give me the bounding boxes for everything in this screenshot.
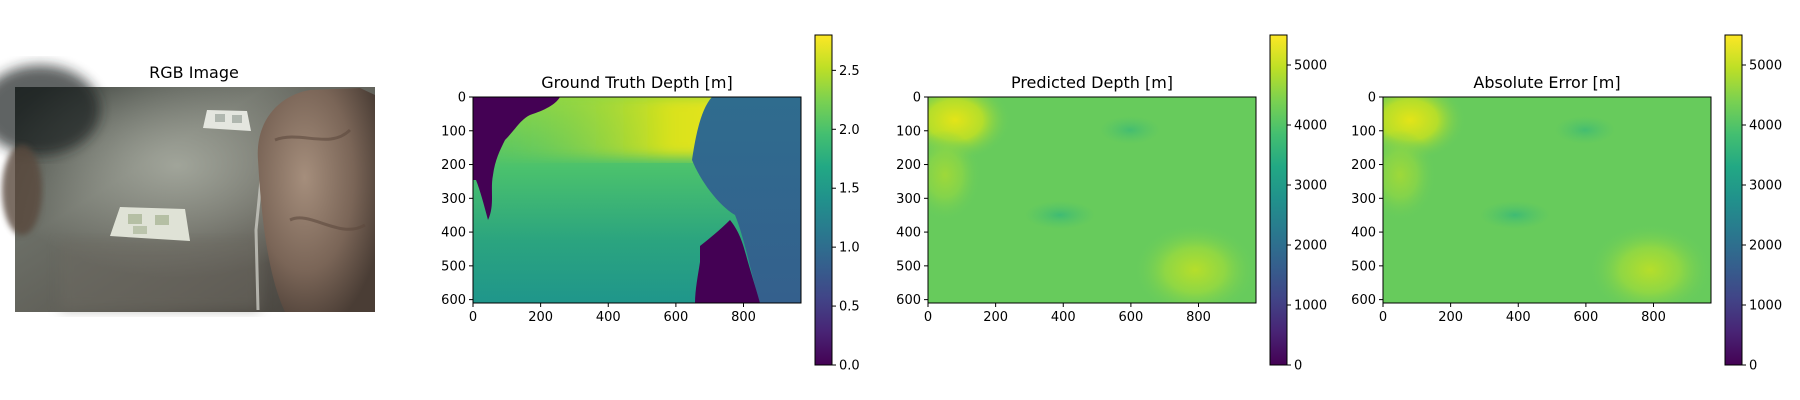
gt-heatmap bbox=[473, 97, 801, 303]
colorbar-tick-label: 4000 bbox=[1294, 119, 1327, 134]
x-tick-label: 800 bbox=[731, 310, 756, 325]
y-tick-label: 200 bbox=[896, 158, 921, 173]
colorbar-tick-label: 0.5 bbox=[839, 300, 860, 315]
colorbar-tick-label: 2000 bbox=[1749, 239, 1782, 254]
err-heatmap bbox=[1383, 97, 1711, 303]
colorbar-tick-label: 0.0 bbox=[839, 359, 860, 374]
colorbar-tick-label: 2.0 bbox=[839, 123, 860, 138]
rgb-title: RGB Image bbox=[149, 63, 239, 82]
pred-panel: Predicted Depth [m] 0 200 400 600 800 0 100 20… bbox=[896, 34, 1327, 374]
colorbar-tick-label: 5000 bbox=[1749, 59, 1782, 74]
marker-bottom bbox=[110, 207, 190, 241]
x-tick-label: 600 bbox=[1573, 310, 1598, 325]
y-tick-label: 300 bbox=[441, 192, 466, 207]
colorbar-tick-label: 0 bbox=[1294, 359, 1302, 374]
x-tick-label: 400 bbox=[1051, 310, 1076, 325]
y-tick-label: 300 bbox=[1351, 192, 1376, 207]
err-y-ticks: 0 100 200 300 400 500 600 bbox=[1351, 91, 1383, 308]
gt-invalid-top-left bbox=[473, 97, 560, 220]
x-tick-label: 0 bbox=[924, 310, 932, 325]
y-tick-label: 600 bbox=[1351, 293, 1376, 308]
err-colorbar: 0 1000 2000 3000 4000 5000 bbox=[1724, 34, 1782, 374]
colorbar-tick-label: 3000 bbox=[1294, 179, 1327, 194]
y-tick-label: 0 bbox=[1368, 91, 1376, 106]
x-tick-label: 600 bbox=[1118, 310, 1143, 325]
pred-y-ticks: 0 100 200 300 400 500 600 bbox=[896, 91, 928, 308]
colorbar-tick-label: 2000 bbox=[1294, 239, 1327, 254]
rgb-photo bbox=[0, 65, 375, 312]
y-tick-label: 400 bbox=[896, 226, 921, 241]
gt-y-ticks: 0 100 200 300 400 500 600 bbox=[441, 91, 473, 308]
x-tick-label: 0 bbox=[469, 310, 477, 325]
colorbar-tick-label: 0 bbox=[1749, 359, 1757, 374]
x-tick-label: 400 bbox=[596, 310, 621, 325]
x-tick-label: 0 bbox=[1379, 310, 1387, 325]
pred-x-ticks: 0 200 400 600 800 bbox=[924, 303, 1211, 325]
gt-invalid-bottom bbox=[695, 220, 760, 303]
colorbar-tick-label: 1000 bbox=[1294, 299, 1327, 314]
y-tick-label: 500 bbox=[441, 259, 466, 274]
y-tick-label: 200 bbox=[1351, 158, 1376, 173]
colorbar-tick-label: 1000 bbox=[1749, 299, 1782, 314]
gt-panel: Ground Truth Depth [m] 0 200 400 600 800 0 10… bbox=[441, 34, 860, 374]
y-tick-label: 300 bbox=[896, 192, 921, 207]
y-tick-label: 0 bbox=[913, 91, 921, 106]
gt-x-ticks: 0 200 400 600 800 bbox=[469, 303, 756, 325]
colorbar-tick-label: 5000 bbox=[1294, 59, 1327, 74]
marker-top bbox=[203, 110, 251, 131]
y-tick-label: 0 bbox=[458, 91, 466, 106]
x-tick-label: 400 bbox=[1506, 310, 1531, 325]
y-tick-label: 400 bbox=[441, 226, 466, 241]
x-tick-label: 200 bbox=[983, 310, 1008, 325]
y-tick-label: 500 bbox=[1351, 259, 1376, 274]
y-tick-label: 100 bbox=[441, 124, 466, 139]
err-panel: Absolute Error [m] 0 200 400 600 800 0 100 200… bbox=[1351, 34, 1782, 374]
y-tick-label: 200 bbox=[441, 158, 466, 173]
pred-colorbar: 0 1000 2000 3000 4000 5000 bbox=[1269, 34, 1327, 374]
gt-title: Ground Truth Depth [m] bbox=[541, 73, 732, 92]
x-tick-label: 600 bbox=[663, 310, 688, 325]
colorbar-tick-label: 2.5 bbox=[839, 64, 860, 79]
err-title: Absolute Error [m] bbox=[1473, 73, 1620, 92]
y-tick-label: 600 bbox=[441, 293, 466, 308]
x-tick-label: 800 bbox=[1186, 310, 1211, 325]
colorbar-tick-label: 1.0 bbox=[839, 241, 860, 256]
err-x-ticks: 0 200 400 600 800 bbox=[1379, 303, 1666, 325]
colorbar-tick-label: 3000 bbox=[1749, 179, 1782, 194]
y-tick-label: 500 bbox=[896, 259, 921, 274]
rgb-panel: RGB Image bbox=[0, 63, 375, 312]
y-tick-label: 400 bbox=[1351, 226, 1376, 241]
colorbar-tick-label: 1.5 bbox=[839, 182, 860, 197]
gt-colorbar: 0.0 0.5 1.0 1.5 2.0 2.5 bbox=[814, 34, 860, 374]
y-tick-label: 100 bbox=[1351, 124, 1376, 139]
x-tick-label: 800 bbox=[1641, 310, 1666, 325]
y-tick-label: 600 bbox=[896, 293, 921, 308]
x-tick-label: 200 bbox=[1438, 310, 1463, 325]
y-tick-label: 100 bbox=[896, 124, 921, 139]
pred-title: Predicted Depth [m] bbox=[1011, 73, 1173, 92]
pred-heatmap bbox=[928, 97, 1256, 303]
colorbar-tick-label: 4000 bbox=[1749, 119, 1782, 134]
x-tick-label: 200 bbox=[528, 310, 553, 325]
